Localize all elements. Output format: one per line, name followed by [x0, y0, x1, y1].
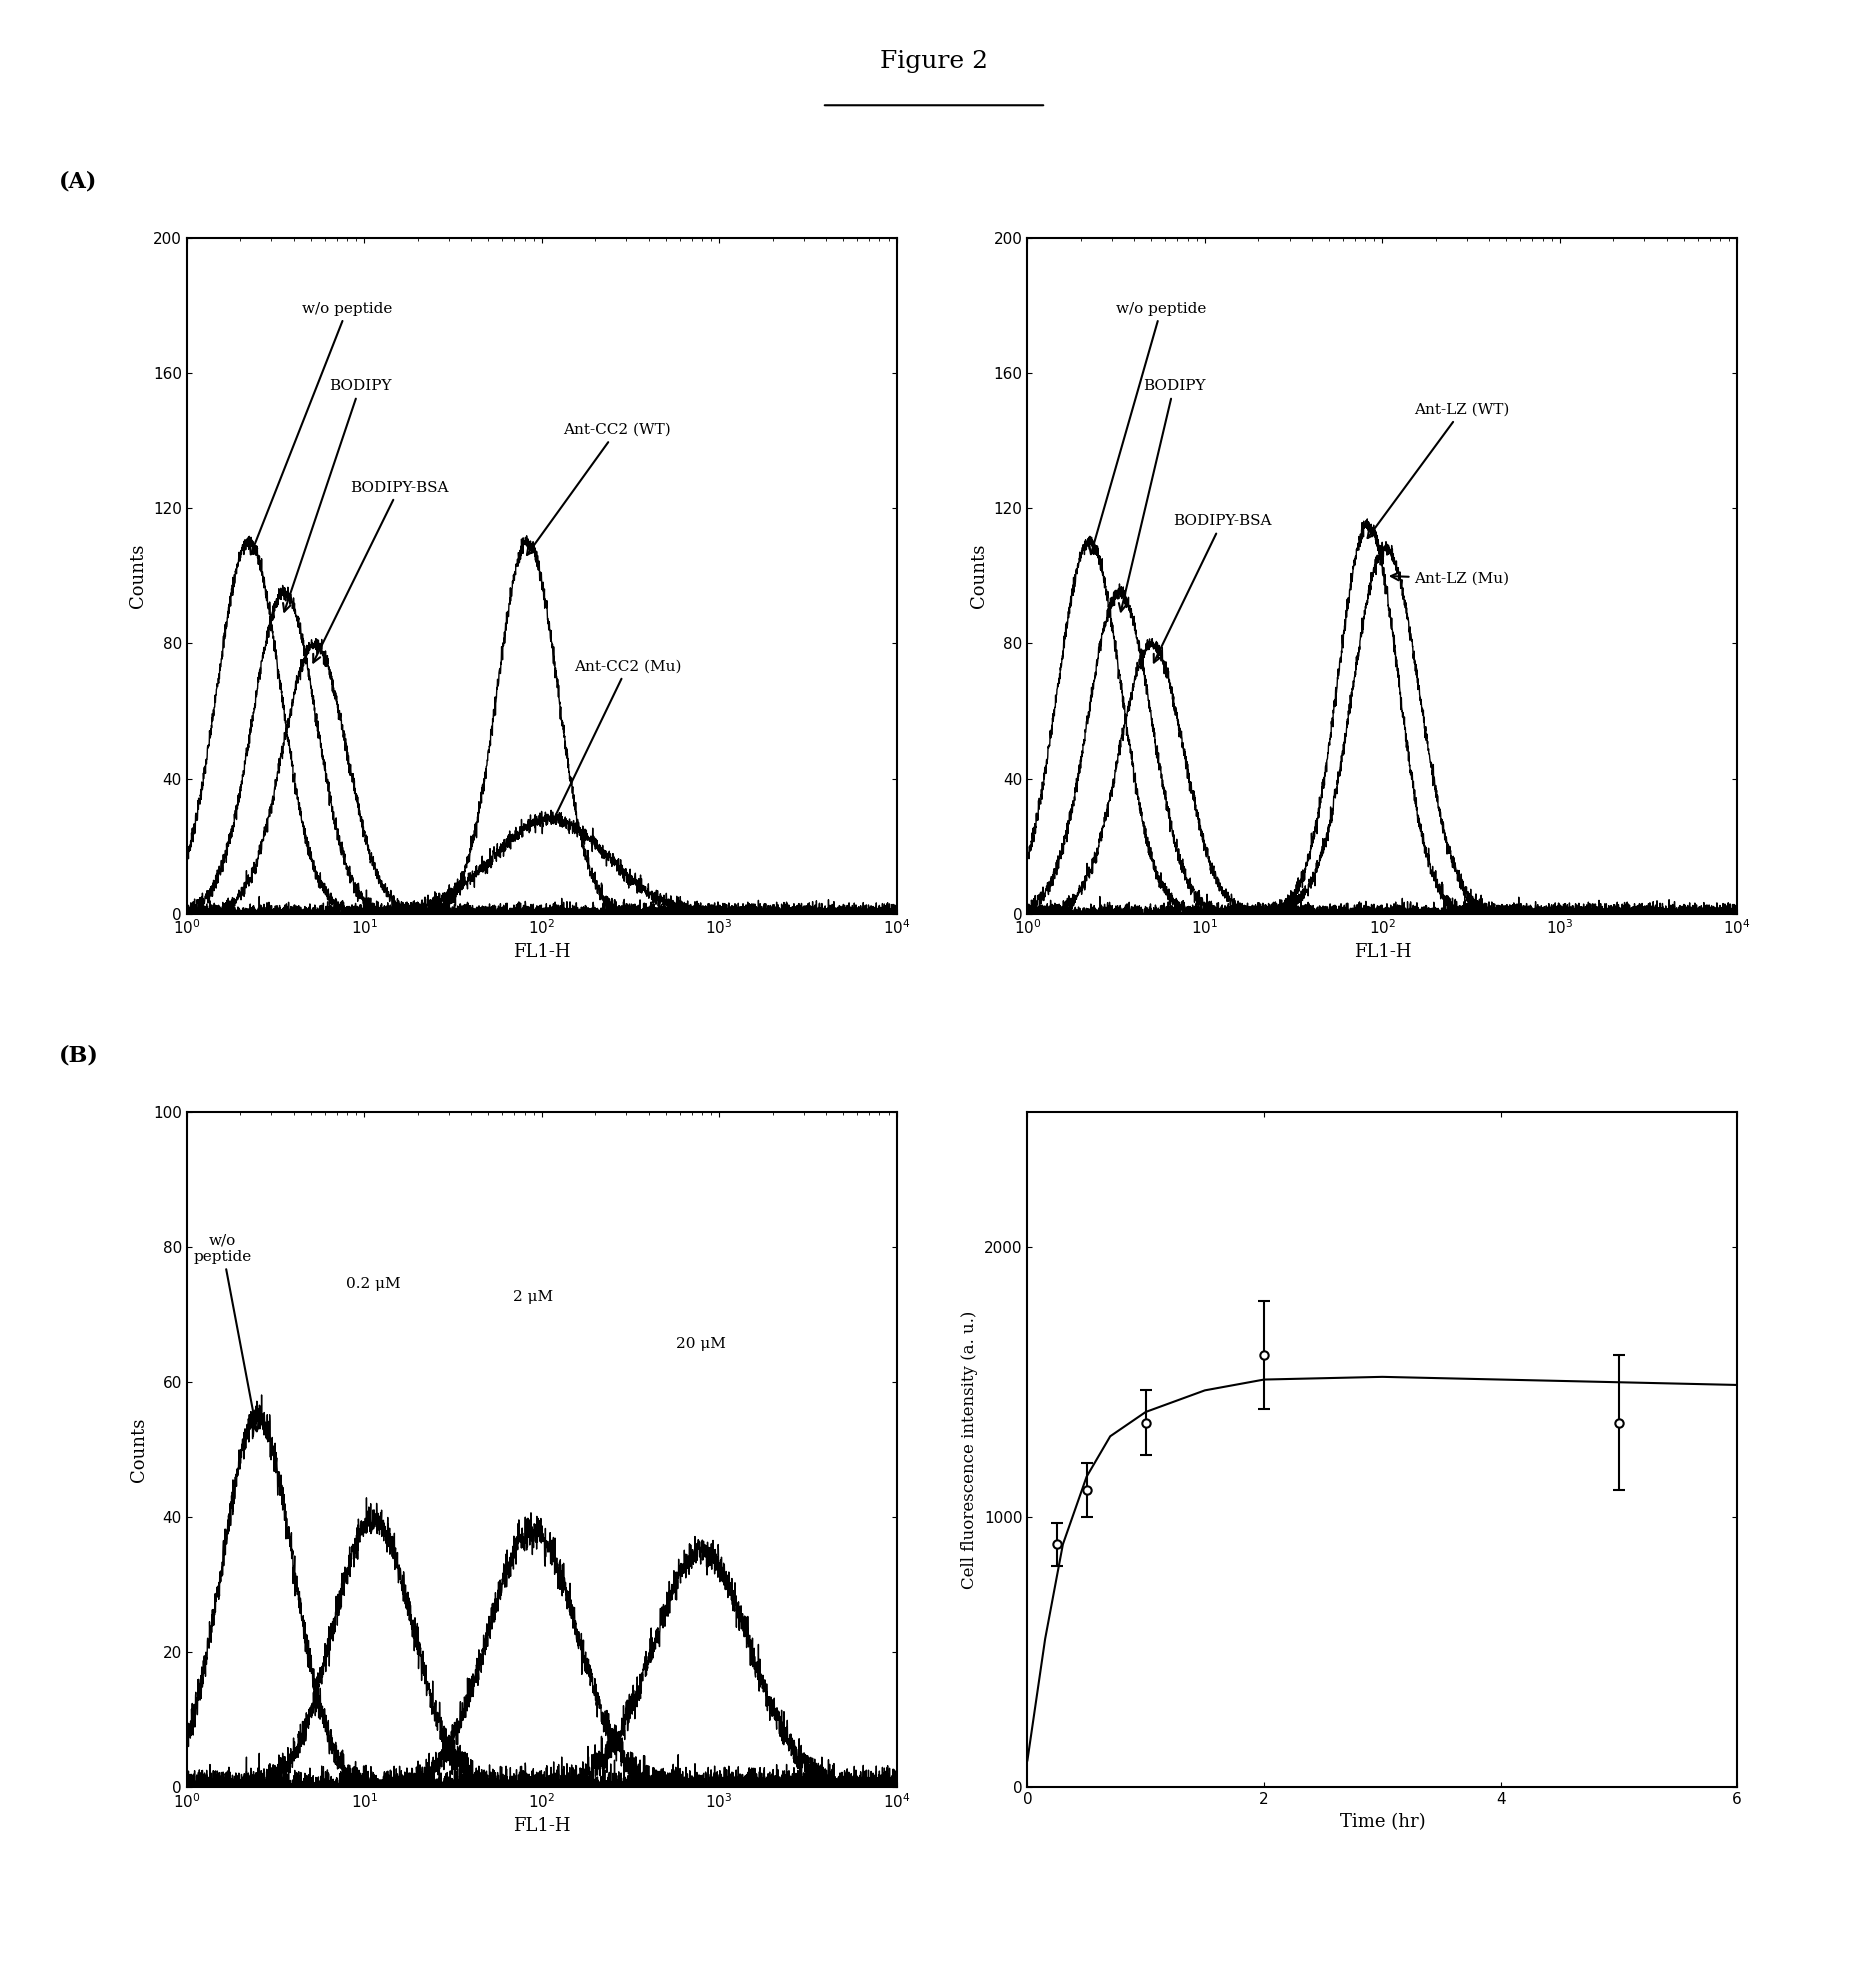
Text: BODIPY: BODIPY [1119, 379, 1205, 612]
X-axis label: Time (hr): Time (hr) [1339, 1813, 1425, 1831]
Text: w/o peptide: w/o peptide [250, 302, 392, 554]
Y-axis label: Counts: Counts [129, 544, 148, 608]
Text: 20 μM: 20 μM [676, 1337, 727, 1352]
Text: Ant-LZ (Mu): Ant-LZ (Mu) [1392, 572, 1509, 586]
Text: Figure 2: Figure 2 [880, 50, 988, 73]
Text: w/o peptide: w/o peptide [1089, 302, 1207, 554]
Text: BODIPY: BODIPY [284, 379, 390, 612]
Text: Ant-CC2 (Mu): Ant-CC2 (Mu) [553, 659, 682, 820]
Text: Ant-CC2 (WT): Ant-CC2 (WT) [527, 423, 671, 554]
Text: Ant-LZ (WT): Ant-LZ (WT) [1367, 403, 1509, 538]
Text: w/o
peptide: w/o peptide [192, 1233, 260, 1432]
Text: 2 μM: 2 μM [514, 1291, 553, 1305]
X-axis label: FL1-H: FL1-H [514, 943, 570, 961]
Y-axis label: Counts: Counts [969, 544, 988, 608]
X-axis label: FL1-H: FL1-H [514, 1817, 570, 1835]
Text: BODIPY-BSA: BODIPY-BSA [314, 481, 448, 663]
Text: (A): (A) [60, 171, 97, 193]
X-axis label: FL1-H: FL1-H [1354, 943, 1410, 961]
Text: (B): (B) [60, 1045, 99, 1066]
Text: 0.2 μM: 0.2 μM [346, 1277, 400, 1291]
Y-axis label: Cell fluorescence intensity (a. u.): Cell fluorescence intensity (a. u.) [962, 1311, 979, 1589]
Y-axis label: Counts: Counts [129, 1418, 148, 1482]
Text: BODIPY-BSA: BODIPY-BSA [1154, 514, 1272, 663]
